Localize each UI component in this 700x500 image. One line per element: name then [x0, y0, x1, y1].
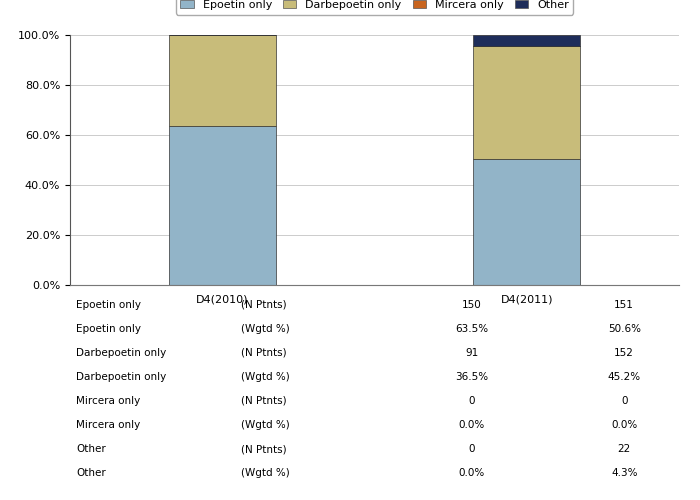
Text: (N Ptnts): (N Ptnts) [241, 396, 286, 406]
Text: Darbepoetin only: Darbepoetin only [76, 348, 167, 358]
Text: Epoetin only: Epoetin only [76, 300, 141, 310]
Text: 91: 91 [466, 348, 479, 358]
Text: (N Ptnts): (N Ptnts) [241, 444, 286, 454]
Text: Epoetin only: Epoetin only [76, 324, 141, 334]
Text: Other: Other [76, 444, 106, 454]
Text: 4.3%: 4.3% [611, 468, 638, 478]
Text: 50.6%: 50.6% [608, 324, 640, 334]
Text: (Wgtd %): (Wgtd %) [241, 372, 289, 382]
Bar [473, 34, 580, 46]
Text: 36.5%: 36.5% [456, 372, 489, 382]
Text: 0: 0 [621, 396, 627, 406]
Legend: Epoetin only, Darbepoetin only, Mircera only, Other: Epoetin only, Darbepoetin only, Mircera … [176, 0, 573, 14]
Text: 150: 150 [462, 300, 482, 310]
Text: 152: 152 [615, 348, 634, 358]
Text: Mircera only: Mircera only [76, 420, 140, 430]
Text: 63.5%: 63.5% [456, 324, 489, 334]
Text: 45.2%: 45.2% [608, 372, 640, 382]
Text: 0.0%: 0.0% [458, 420, 485, 430]
Text: (N Ptnts): (N Ptnts) [241, 300, 286, 310]
Bar [169, 126, 276, 285]
Text: Mircera only: Mircera only [76, 396, 140, 406]
Text: 0: 0 [469, 444, 475, 454]
Bar [169, 35, 276, 126]
Text: 0: 0 [469, 396, 475, 406]
Bar [473, 158, 580, 285]
Text: (Wgtd %): (Wgtd %) [241, 324, 289, 334]
Text: Darbepoetin only: Darbepoetin only [76, 372, 167, 382]
Text: 0.0%: 0.0% [458, 468, 485, 478]
Text: (N Ptnts): (N Ptnts) [241, 348, 286, 358]
Bar [473, 46, 580, 158]
Text: (Wgtd %): (Wgtd %) [241, 420, 289, 430]
Text: 151: 151 [615, 300, 634, 310]
Text: Other: Other [76, 468, 106, 478]
Text: (Wgtd %): (Wgtd %) [241, 468, 289, 478]
Text: 0.0%: 0.0% [611, 420, 637, 430]
Text: 22: 22 [617, 444, 631, 454]
